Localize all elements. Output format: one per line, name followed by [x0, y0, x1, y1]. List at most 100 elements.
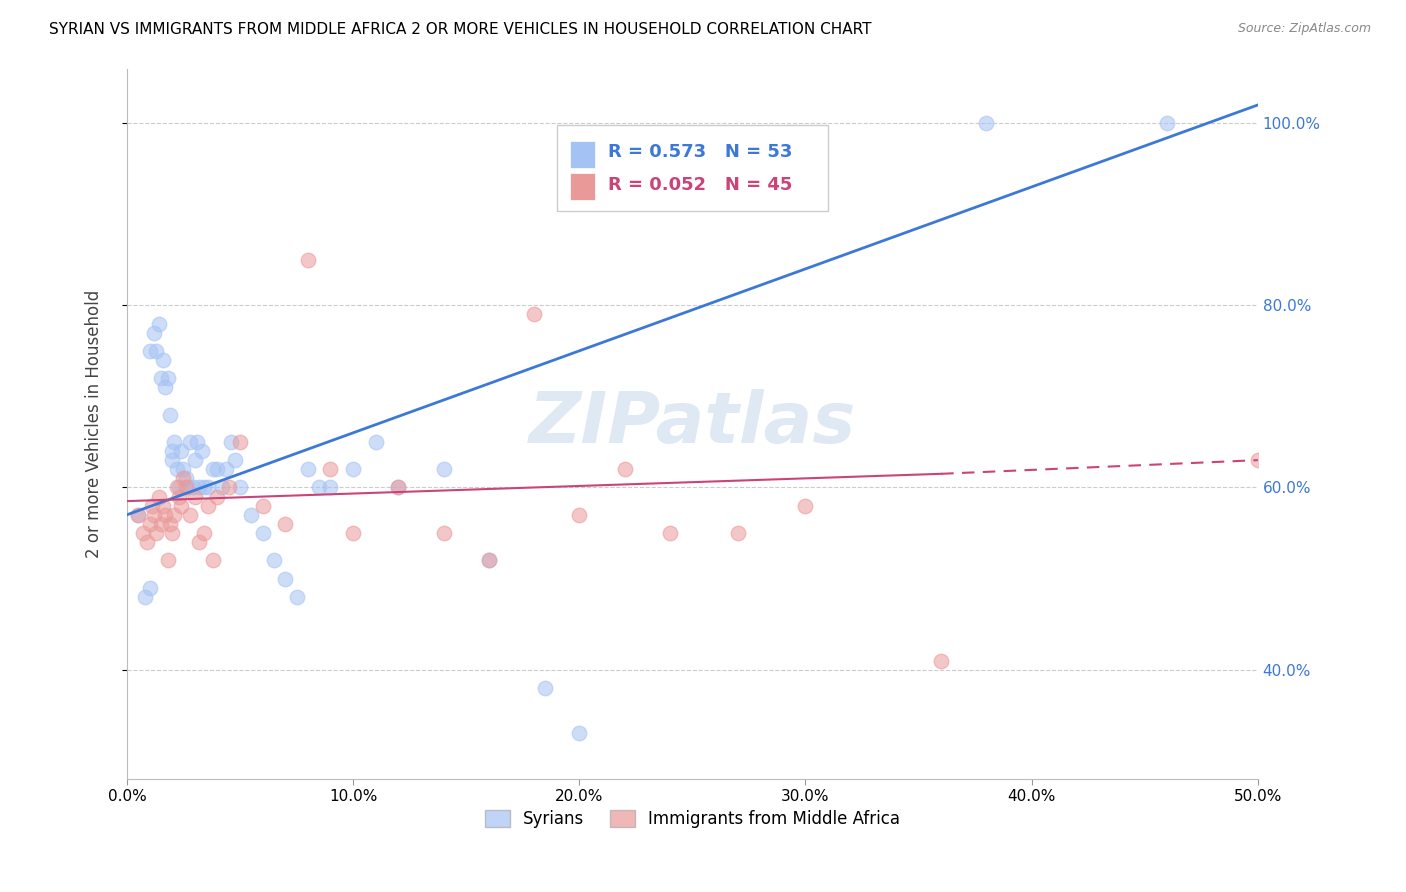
Point — [184, 490, 207, 504]
Point — [201, 553, 224, 567]
Bar — [571, 173, 595, 200]
Point — [432, 526, 454, 541]
Point — [160, 444, 183, 458]
Point — [127, 508, 149, 522]
Y-axis label: 2 or more Vehicles in Household: 2 or more Vehicles in Household — [86, 290, 103, 558]
Point — [387, 480, 409, 494]
Point — [1156, 116, 1178, 130]
Point — [201, 462, 224, 476]
Point — [285, 590, 308, 604]
Point — [274, 572, 297, 586]
Point — [163, 508, 186, 522]
Point — [308, 480, 330, 494]
Point — [478, 553, 501, 567]
Text: R = 0.573   N = 53: R = 0.573 N = 53 — [607, 144, 792, 161]
Point — [170, 499, 193, 513]
Point — [727, 526, 749, 541]
Point — [145, 343, 167, 358]
Point — [149, 371, 172, 385]
Point — [432, 462, 454, 476]
Point — [219, 434, 242, 449]
Point — [929, 653, 952, 667]
Point — [138, 343, 160, 358]
Point — [252, 499, 274, 513]
Point — [387, 480, 409, 494]
Point — [134, 590, 156, 604]
Point — [188, 535, 211, 549]
Point — [568, 726, 591, 740]
Text: R = 0.052   N = 45: R = 0.052 N = 45 — [607, 176, 792, 194]
Point — [534, 681, 557, 695]
Point — [207, 462, 229, 476]
Point — [156, 553, 179, 567]
Legend: Syrians, Immigrants from Middle Africa: Syrians, Immigrants from Middle Africa — [478, 803, 907, 835]
Point — [181, 480, 204, 494]
Bar — [557, 126, 828, 211]
Point — [143, 326, 166, 340]
Point — [152, 353, 174, 368]
Point — [166, 462, 188, 476]
Point — [148, 317, 170, 331]
Point — [319, 462, 342, 476]
Point — [138, 581, 160, 595]
Point — [149, 516, 172, 531]
Point — [132, 526, 155, 541]
Point — [252, 526, 274, 541]
Point — [156, 371, 179, 385]
Point — [145, 526, 167, 541]
Point — [211, 480, 233, 494]
Point — [184, 453, 207, 467]
Point — [167, 480, 190, 494]
Point — [160, 453, 183, 467]
Point — [319, 480, 342, 494]
Point — [229, 480, 252, 494]
Point — [143, 508, 166, 522]
Point — [141, 499, 163, 513]
Point — [658, 526, 681, 541]
Point — [190, 444, 212, 458]
Point — [568, 508, 591, 522]
Point — [174, 480, 197, 494]
Point — [136, 535, 159, 549]
Point — [193, 480, 215, 494]
Bar — [571, 141, 595, 168]
Point — [167, 490, 190, 504]
Point — [613, 462, 636, 476]
Point — [155, 380, 177, 394]
Point — [138, 516, 160, 531]
Point — [155, 508, 177, 522]
Point — [179, 434, 201, 449]
Point — [177, 480, 200, 494]
Point — [342, 462, 364, 476]
Point — [364, 434, 387, 449]
Point — [794, 499, 817, 513]
Point — [976, 116, 998, 130]
Point — [159, 408, 181, 422]
Text: ZIPatlas: ZIPatlas — [529, 389, 856, 458]
Point — [193, 526, 215, 541]
Point — [174, 471, 197, 485]
Point — [159, 516, 181, 531]
Point — [197, 480, 219, 494]
Point — [240, 508, 263, 522]
Text: Source: ZipAtlas.com: Source: ZipAtlas.com — [1237, 22, 1371, 36]
Point — [263, 553, 285, 567]
Point — [274, 516, 297, 531]
Point — [215, 462, 238, 476]
Point — [197, 499, 219, 513]
Point — [218, 480, 240, 494]
Point — [170, 444, 193, 458]
Point — [478, 553, 501, 567]
Text: SYRIAN VS IMMIGRANTS FROM MIDDLE AFRICA 2 OR MORE VEHICLES IN HOUSEHOLD CORRELAT: SYRIAN VS IMMIGRANTS FROM MIDDLE AFRICA … — [49, 22, 872, 37]
Point — [172, 462, 194, 476]
Point — [148, 490, 170, 504]
Point — [172, 471, 194, 485]
Point — [152, 499, 174, 513]
Point — [297, 462, 319, 476]
Point — [163, 434, 186, 449]
Point — [342, 526, 364, 541]
Point — [297, 252, 319, 267]
Point — [229, 434, 252, 449]
Point — [160, 526, 183, 541]
Point — [224, 453, 246, 467]
